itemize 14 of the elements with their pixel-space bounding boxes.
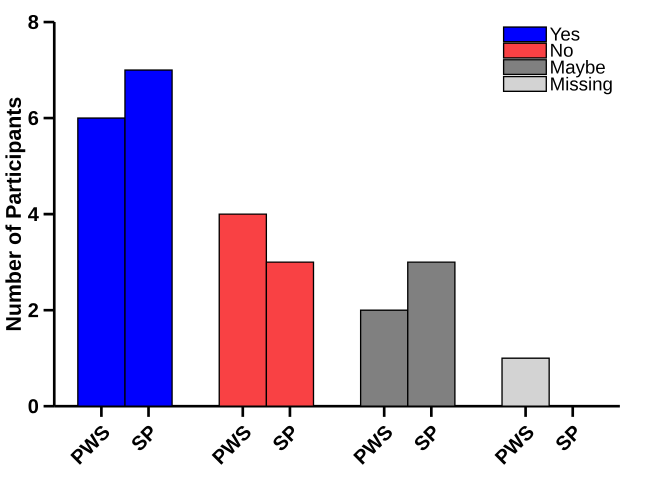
x-tick-label: SP: [274, 426, 294, 450]
x-tick-label: SP: [414, 426, 436, 450]
legend-label: Maybe: [551, 60, 605, 78]
y-tick-label: 0: [28, 399, 38, 414]
y-tick-label: 4: [28, 207, 39, 222]
legend-label: Missing: [551, 76, 612, 94]
x-tick-label: SP: [556, 426, 577, 450]
y-axis-title: Number of Participants: [5, 98, 26, 330]
y-tick-label: 6: [28, 111, 38, 126]
x-tick-label: SP: [132, 426, 153, 450]
y-tick-label: 2: [28, 303, 38, 318]
y-tick-label: 8: [28, 14, 38, 30]
legend-label: No: [551, 44, 573, 57]
legend-label: Yes: [550, 28, 580, 41]
